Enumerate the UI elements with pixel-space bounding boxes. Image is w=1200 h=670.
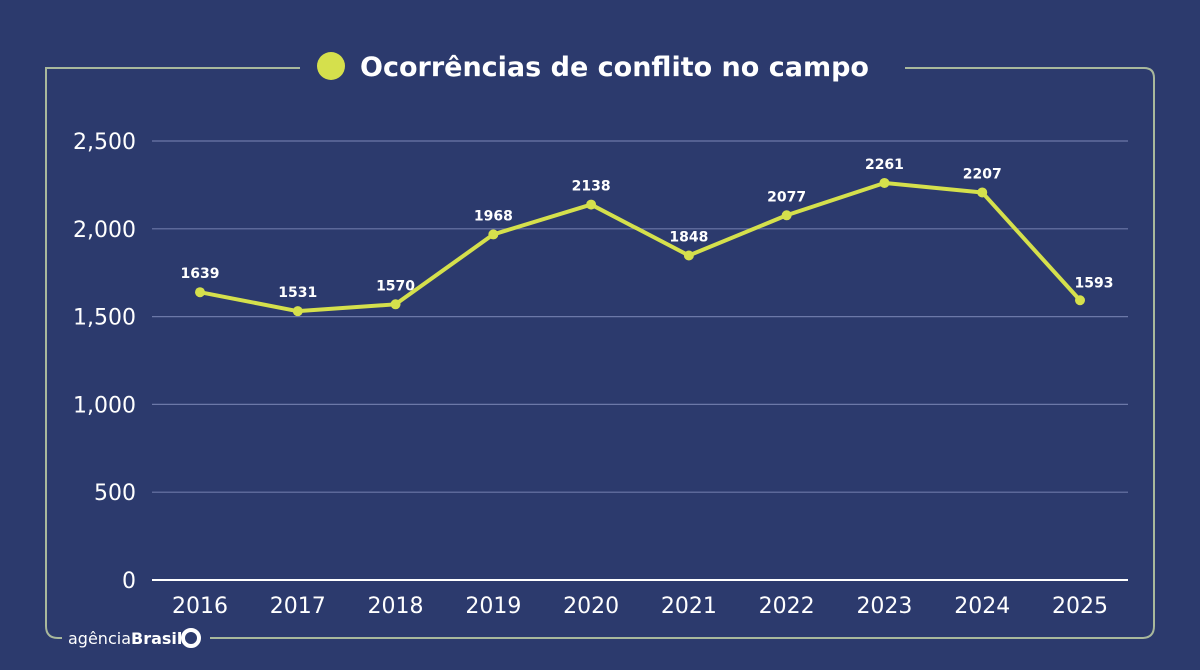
data-label: 1531 (278, 285, 317, 301)
x-tick-label: 2023 (856, 594, 912, 619)
chart-frame (45, 67, 1155, 639)
title-marker-icon (317, 52, 345, 80)
x-tick-label: 2019 (465, 594, 521, 619)
x-tick-label: 2025 (1052, 594, 1108, 619)
x-tick-label: 2022 (759, 594, 815, 619)
x-tick-label: 2018 (368, 594, 424, 619)
y-tick-label: 2,000 (73, 218, 136, 243)
y-tick-label: 500 (94, 481, 136, 506)
logo-mark-icon (181, 628, 201, 648)
y-tick-label: 1,000 (73, 393, 136, 418)
logo-text-bold: Brasil (131, 629, 182, 648)
x-tick-label: 2020 (563, 594, 619, 619)
data-point (977, 187, 988, 198)
x-tick-label: 2024 (954, 594, 1010, 619)
data-point (683, 250, 694, 261)
y-tick-label: 1,500 (73, 306, 136, 331)
x-tick-label: 2017 (270, 594, 326, 619)
data-point (1075, 295, 1085, 306)
x-tick-label: 2016 (172, 594, 228, 619)
x-tick-label: 2021 (661, 594, 717, 619)
data-point (488, 229, 499, 240)
data-label: 1639 (181, 266, 220, 282)
data-point (586, 199, 597, 210)
data-label: 2138 (572, 179, 611, 195)
y-tick-label: 2,500 (73, 130, 136, 155)
data-point (292, 306, 303, 317)
data-point (781, 210, 792, 221)
data-label: 1593 (1075, 275, 1114, 291)
data-label: 2077 (767, 189, 806, 205)
svg-text:agênciaBrasil: agênciaBrasil (68, 629, 182, 648)
data-label: 1968 (474, 208, 513, 224)
agencia-brasil-logo: agênciaBrasil (68, 628, 201, 648)
data-label: 1570 (376, 278, 415, 294)
data-point (195, 287, 205, 298)
data-label: 2261 (865, 157, 904, 173)
data-label: 1848 (669, 229, 708, 245)
y-tick-label: 0 (122, 569, 136, 594)
data-point (390, 299, 401, 310)
data-point (879, 177, 890, 188)
data-label: 2207 (963, 166, 1002, 182)
chart-title: Ocorrências de conflito no campo (360, 52, 869, 83)
logo-text-light: agência (68, 629, 131, 648)
series-line (199, 180, 1082, 314)
